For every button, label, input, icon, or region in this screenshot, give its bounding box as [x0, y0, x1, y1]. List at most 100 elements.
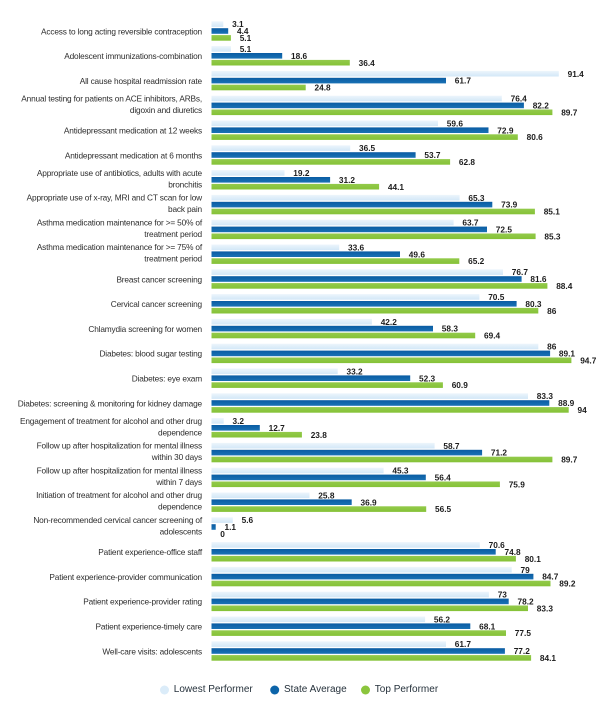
svg-text:84.1: 84.1: [540, 653, 557, 663]
svg-text:85.3: 85.3: [544, 231, 561, 241]
svg-text:73.9: 73.9: [501, 200, 518, 210]
svg-text:65.3: 65.3: [468, 193, 485, 203]
svg-text:76.7: 76.7: [512, 267, 529, 277]
svg-text:65.2: 65.2: [468, 256, 485, 266]
svg-text:94.7: 94.7: [580, 355, 597, 365]
svg-text:36.9: 36.9: [361, 497, 378, 507]
svg-text:Asthma medication maintenance: Asthma medication maintenance for >= 75%…: [37, 242, 203, 252]
svg-text:80.6: 80.6: [527, 132, 544, 142]
svg-text:Access to long acting reversib: Access to long acting reversible contrac…: [41, 26, 203, 36]
svg-text:88.9: 88.9: [558, 398, 575, 408]
svg-text:45.3: 45.3: [392, 466, 409, 476]
svg-text:Diabetes: eye exam: Diabetes: eye exam: [132, 374, 203, 384]
svg-text:68.1: 68.1: [479, 621, 496, 631]
svg-text:59.6: 59.6: [447, 118, 464, 128]
svg-text:71.2: 71.2: [491, 448, 508, 458]
svg-text:treatment period: treatment period: [144, 254, 202, 264]
svg-text:58.7: 58.7: [443, 441, 460, 451]
svg-text:Patient experience-timely care: Patient experience-timely care: [96, 622, 203, 632]
svg-text:80.3: 80.3: [525, 299, 542, 309]
svg-text:18.6: 18.6: [291, 51, 308, 61]
svg-text:5.1: 5.1: [240, 44, 252, 54]
svg-text:12.7: 12.7: [269, 423, 286, 433]
svg-text:4.4: 4.4: [237, 26, 249, 36]
svg-text:digoxin and diuretics: digoxin and diuretics: [130, 105, 202, 115]
svg-text:Adolescent immunizations-combi: Adolescent immunizations-combination: [64, 51, 202, 61]
svg-text:within 7 days: within 7 days: [155, 477, 202, 487]
svg-text:69.4: 69.4: [484, 331, 501, 341]
svg-text:85.1: 85.1: [544, 207, 561, 217]
svg-text:52.3: 52.3: [419, 373, 436, 383]
svg-text:Asthma medication maintenance: Asthma medication maintenance for >= 50%…: [37, 217, 203, 227]
svg-text:82.2: 82.2: [533, 101, 550, 111]
svg-text:All cause hospital readmission: All cause hospital readmission rate: [80, 76, 203, 86]
svg-text:Chlamydia screening for women: Chlamydia screening for women: [88, 324, 202, 334]
svg-text:Non-recommended cervical cance: Non-recommended cervical cancer screenin…: [33, 515, 203, 525]
svg-text:5.1: 5.1: [240, 33, 252, 43]
svg-text:dependence: dependence: [158, 427, 203, 437]
svg-text:75.9: 75.9: [509, 479, 526, 489]
svg-text:78.2: 78.2: [518, 597, 535, 607]
svg-text:Antidepressant medication at 1: Antidepressant medication at 12 weeks: [64, 126, 202, 136]
svg-text:53.7: 53.7: [424, 150, 441, 160]
svg-text:33.6: 33.6: [348, 242, 365, 252]
svg-text:Initiation of treatment for al: Initiation of treatment for alcohol and …: [36, 490, 202, 500]
svg-text:3.1: 3.1: [232, 19, 244, 29]
svg-text:89.7: 89.7: [561, 455, 578, 465]
svg-text:81.6: 81.6: [530, 274, 547, 284]
svg-text:77.2: 77.2: [514, 646, 531, 656]
svg-text:89.1: 89.1: [559, 349, 576, 359]
svg-text:73: 73: [498, 590, 508, 600]
svg-text:treatment period: treatment period: [144, 229, 202, 239]
svg-text:62.8: 62.8: [459, 157, 476, 167]
svg-text:61.7: 61.7: [455, 76, 472, 86]
svg-text:Engagement of treatment for al: Engagement of treatment for alcohol and …: [20, 416, 203, 426]
svg-text:Diabetes: blood sugar testing: Diabetes: blood sugar testing: [99, 349, 202, 359]
svg-text:49.6: 49.6: [409, 249, 426, 259]
svg-text:0: 0: [220, 529, 225, 539]
svg-text:Antidepressant medication at 6: Antidepressant medication at 6 months: [65, 150, 202, 160]
svg-text:58.3: 58.3: [442, 324, 459, 334]
svg-text:77.5: 77.5: [515, 628, 532, 638]
svg-text:3.2: 3.2: [233, 416, 245, 426]
svg-text:86: 86: [547, 306, 557, 316]
svg-text:within 30 days: within 30 days: [151, 452, 202, 462]
svg-text:31.2: 31.2: [339, 175, 356, 185]
svg-text:adolescents: adolescents: [160, 527, 202, 537]
svg-text:Follow up after hospitalizatio: Follow up after hospitalization for ment…: [37, 441, 202, 451]
svg-text:dependence: dependence: [158, 502, 203, 512]
svg-text:86: 86: [547, 342, 557, 352]
svg-text:83.3: 83.3: [537, 603, 554, 613]
svg-text:5.6: 5.6: [242, 515, 254, 525]
svg-text:Appropriate use of antibiotics: Appropriate use of antibiotics, adults w…: [37, 168, 203, 178]
svg-text:19.2: 19.2: [293, 168, 310, 178]
svg-text:Annual testing for patients on: Annual testing for patients on ACE inhib…: [21, 93, 202, 103]
svg-text:bronchitis: bronchitis: [168, 179, 202, 189]
svg-text:Appropriate use of x-ray, MRI: Appropriate use of x-ray, MRI and CT sca…: [27, 193, 204, 203]
svg-text:Breast cancer screening: Breast cancer screening: [116, 274, 202, 284]
svg-text:70.6: 70.6: [489, 540, 506, 550]
svg-text:91.4: 91.4: [568, 69, 585, 79]
svg-text:36.5: 36.5: [359, 143, 376, 153]
svg-text:56.4: 56.4: [435, 473, 452, 483]
svg-text:42.2: 42.2: [381, 317, 398, 327]
svg-text:Follow up after hospitalizatio: Follow up after hospitalization for ment…: [37, 465, 202, 475]
svg-text:80.1: 80.1: [525, 554, 542, 564]
svg-text:56.2: 56.2: [434, 614, 451, 624]
svg-text:70.5: 70.5: [488, 292, 505, 302]
svg-text:72.5: 72.5: [496, 225, 513, 235]
svg-text:Patient experience-provider ra: Patient experience-provider rating: [83, 597, 202, 607]
svg-text:Lowest Performer: Lowest Performer: [174, 684, 254, 695]
svg-text:1.1: 1.1: [225, 522, 237, 532]
svg-text:23.8: 23.8: [311, 430, 328, 440]
svg-text:76.4: 76.4: [511, 94, 528, 104]
svg-text:Top Performer: Top Performer: [375, 684, 439, 695]
svg-text:83.3: 83.3: [537, 391, 554, 401]
svg-text:88.4: 88.4: [556, 281, 573, 291]
svg-text:36.4: 36.4: [359, 58, 376, 68]
svg-text:84.7: 84.7: [542, 572, 559, 582]
svg-text:56.5: 56.5: [435, 504, 452, 514]
svg-text:Cervical cancer screening: Cervical cancer screening: [111, 299, 203, 309]
svg-text:94: 94: [578, 405, 588, 415]
svg-text:61.7: 61.7: [455, 639, 472, 649]
